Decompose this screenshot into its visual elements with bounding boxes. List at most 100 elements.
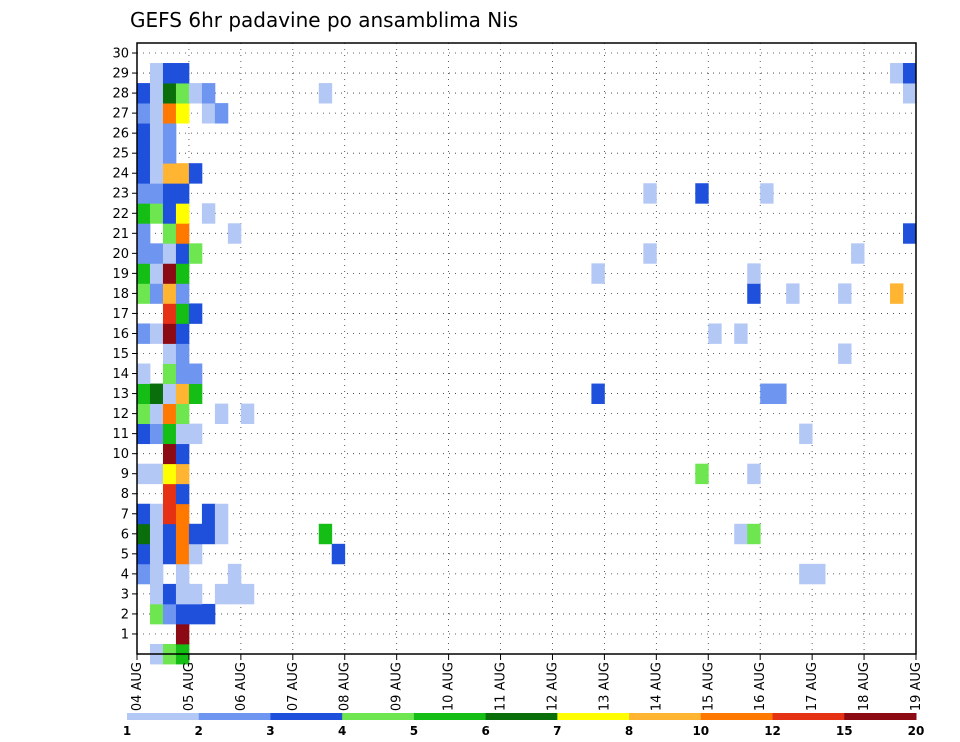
heatmap-cell (137, 143, 151, 164)
legend-swatch (413, 713, 487, 720)
heatmap-cell (175, 63, 190, 84)
heatmap-cell (175, 623, 190, 645)
y-tick-label: 4 (121, 567, 129, 582)
heatmap-cell (747, 283, 761, 304)
heatmap-cell (137, 203, 151, 224)
heatmap-cell (137, 383, 151, 404)
x-tick-label: 19 AUG (909, 662, 924, 711)
legend-tick-label: 2 (195, 724, 203, 738)
x-tick-label: 13 AUG (597, 662, 612, 711)
heatmap-cell (747, 263, 761, 284)
heatmap-cell (162, 223, 177, 244)
heatmap-cell (227, 223, 242, 244)
y-tick-label: 20 (112, 247, 129, 262)
heatmap-cell (799, 423, 813, 445)
heatmap-cell (188, 83, 203, 104)
heatmap-cell (162, 163, 177, 184)
heatmap-cell (137, 403, 151, 425)
heatmap-cell (188, 423, 203, 445)
heatmap-cell (734, 523, 748, 545)
x-tick-label: 12 AUG (545, 662, 560, 711)
heatmap-cell (162, 183, 177, 204)
y-tick-label: 13 (112, 387, 129, 402)
heatmap-cell (201, 83, 216, 104)
heatmap-cell (175, 323, 190, 344)
heatmap-cell (149, 463, 164, 485)
heatmap-cell (149, 403, 164, 425)
y-tick-label: 11 (112, 427, 129, 442)
heatmap-cell (318, 83, 333, 104)
heatmap-cell (214, 403, 229, 425)
heatmap-cell (149, 503, 164, 525)
legend-swatch (198, 713, 271, 720)
heatmap-cell (240, 403, 255, 425)
heatmap-cell (201, 203, 216, 224)
heatmap-cell (175, 163, 190, 184)
legend-tick-label: 10 (692, 724, 709, 738)
heatmap-cell (708, 323, 722, 344)
heatmap-cell (188, 303, 203, 324)
heatmap-cell (175, 603, 190, 625)
heatmap-cell (175, 523, 190, 545)
plot-frame (136, 42, 917, 655)
heatmap-cell (643, 183, 657, 204)
heatmap-cell (149, 183, 164, 204)
heatmap-cell (162, 143, 177, 164)
heatmap-cell (734, 323, 748, 344)
heatmap-cell (201, 523, 216, 545)
heatmap-cell (175, 243, 190, 264)
legend-tick-label: 3 (266, 724, 274, 738)
heatmap-cell (175, 363, 190, 384)
heatmap-cell (240, 583, 255, 605)
heatmap-cell (162, 203, 177, 224)
y-tick-label: 6 (121, 527, 129, 542)
y-axis: 1234567891011121314151617181920212223242… (112, 47, 137, 642)
heatmap-cell (851, 243, 865, 264)
legend-tick-label: 8 (625, 724, 633, 738)
heatmap-cell (227, 583, 242, 605)
heatmap-cell (175, 503, 190, 525)
heatmap-cell (903, 83, 917, 104)
x-tick-label: 07 AUG (286, 662, 301, 711)
heatmap-cell (201, 103, 216, 124)
heatmap-cell (162, 63, 177, 84)
gridlines (137, 43, 916, 654)
heatmap-cell (175, 183, 190, 204)
heatmap-cell (149, 263, 164, 284)
heatmap-cell (214, 583, 229, 605)
heatmap-cell (149, 83, 164, 104)
legend-swatch (127, 713, 200, 720)
heatmap-cell (162, 103, 177, 124)
heatmap-cell (149, 243, 164, 264)
heatmap-cell (162, 83, 177, 104)
x-tick-label: 10 AUG (442, 662, 457, 711)
y-tick-label: 5 (121, 547, 129, 562)
y-tick-label: 1 (121, 627, 129, 642)
y-tick-label: 24 (112, 167, 129, 182)
y-tick-label: 12 (112, 407, 129, 422)
heatmap-cells (137, 63, 917, 665)
heatmap-cell (162, 283, 177, 304)
heatmap-cell (137, 263, 151, 284)
heatmap-cell (137, 123, 151, 144)
heatmap-cell (137, 163, 151, 184)
heatmap-cell (137, 283, 151, 304)
legend-swatch (342, 713, 415, 720)
heatmap-cell (175, 443, 190, 465)
heatmap-cell (175, 303, 190, 324)
heatmap-cell (695, 463, 709, 485)
heatmap-cell (214, 103, 229, 124)
y-tick-label: 18 (112, 287, 129, 302)
heatmap-cell (162, 423, 177, 445)
legend-swatch (700, 713, 774, 720)
heatmap-cell (149, 143, 164, 164)
heatmap-cell (812, 563, 826, 585)
heatmap-cell (799, 563, 813, 585)
x-tick-label: 14 AUG (649, 662, 664, 711)
heatmap-cell (149, 603, 164, 625)
heatmap-cell (162, 363, 177, 384)
heatmap-cell (903, 63, 917, 84)
heatmap-cell (201, 603, 216, 625)
heatmap-cell (318, 523, 333, 545)
heatmap-cell (188, 163, 203, 184)
